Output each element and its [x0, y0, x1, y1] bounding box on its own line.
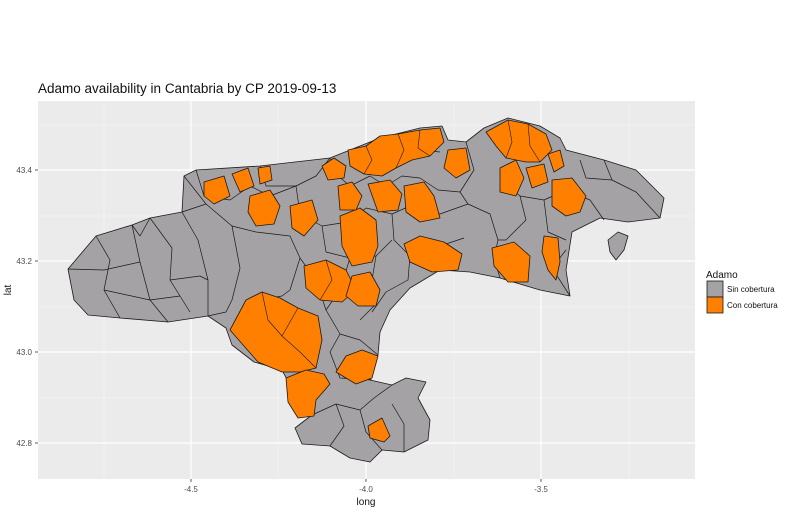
region-cov-2	[285, 369, 331, 419]
x-axis-title: long	[357, 497, 376, 508]
y-tick-label: 42.8	[16, 439, 32, 448]
region-cov-5	[345, 271, 381, 307]
region-cov-15	[257, 165, 273, 185]
region-cov-11	[247, 189, 281, 227]
region-cov-25	[551, 177, 587, 217]
y-tick-label: 43.0	[16, 348, 32, 357]
region-cov-3	[335, 349, 379, 385]
region-cov-20	[403, 181, 441, 223]
map-regions	[67, 117, 665, 463]
region-cov-8	[491, 241, 531, 283]
region-cov-10	[367, 417, 391, 443]
region-cov-18	[337, 181, 363, 211]
x-tick-label: -4.5	[184, 485, 198, 494]
region-cov-1	[229, 291, 323, 373]
x-tick-label: -4.0	[359, 485, 373, 494]
y-tick-label: 43.2	[16, 257, 32, 266]
region-cov-14	[231, 167, 255, 193]
region-cov-26	[547, 149, 565, 173]
internal-borders	[67, 137, 661, 452]
y-axis-title: lat	[3, 284, 14, 295]
legend: Adamo Sin cobertura Con cobertura	[706, 270, 778, 314]
region-cov-23	[499, 159, 525, 197]
region-cov-13	[203, 175, 231, 205]
axis-ticks	[35, 169, 542, 482]
region-cov-17	[347, 127, 445, 177]
x-tick-label: -3.5	[534, 485, 548, 494]
region-island	[607, 231, 629, 261]
region-cov-19	[367, 179, 403, 213]
region-cov-24	[525, 163, 549, 189]
legend-label-sin-cobertura: Sin cobertura	[727, 285, 775, 294]
legend-title: Adamo	[706, 270, 738, 281]
region-cov-12	[289, 199, 319, 237]
region-cov-16	[321, 157, 347, 181]
legend-label-con-cobertura: Con cobertura	[727, 301, 778, 310]
legend-key-con-cobertura	[706, 296, 724, 314]
region-cov-9	[541, 235, 561, 281]
y-tick-label: 43.4	[16, 166, 32, 175]
legend-key-sin-cobertura	[706, 280, 724, 298]
region-cov-7	[403, 235, 463, 273]
coverage-regions	[203, 119, 587, 443]
region-cov-22	[485, 119, 553, 163]
region-cov-21	[443, 147, 471, 179]
chart-title: Adamo availability in Cantabria by CP 20…	[38, 81, 337, 96]
region-cov-6	[339, 207, 379, 267]
coverage-internal-borders	[261, 119, 541, 369]
